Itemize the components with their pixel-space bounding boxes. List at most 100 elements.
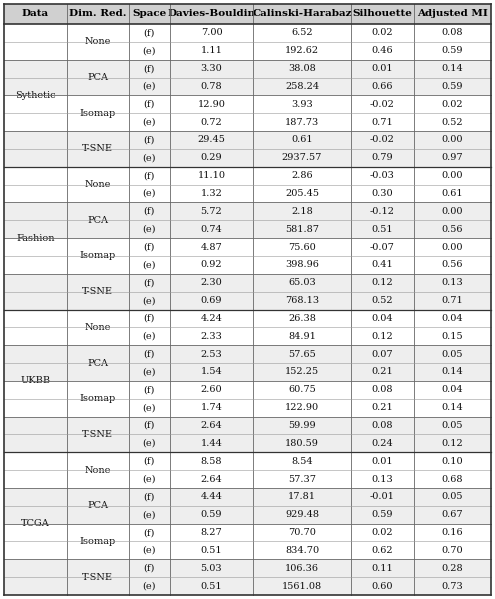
Text: 2.64: 2.64 <box>200 421 222 430</box>
Text: Davies-Bouldin: Davies-Bouldin <box>167 10 255 19</box>
Bar <box>4 149 491 167</box>
Text: None: None <box>85 180 111 189</box>
Text: (e): (e) <box>143 367 156 376</box>
Text: Isomap: Isomap <box>80 394 116 403</box>
Bar <box>4 4 491 24</box>
Text: 0.12: 0.12 <box>372 332 393 341</box>
Text: (e): (e) <box>143 117 156 126</box>
Text: 180.59: 180.59 <box>285 439 319 448</box>
Text: Isomap: Isomap <box>80 537 116 546</box>
Bar <box>4 363 491 381</box>
Text: (f): (f) <box>144 350 155 359</box>
Text: 0.59: 0.59 <box>372 510 393 519</box>
Text: Isomap: Isomap <box>80 109 116 118</box>
Text: -0.01: -0.01 <box>370 492 395 501</box>
Text: 398.96: 398.96 <box>285 261 319 270</box>
Text: 12.90: 12.90 <box>198 100 225 109</box>
Text: Isomap: Isomap <box>80 252 116 261</box>
Text: 0.15: 0.15 <box>442 332 463 341</box>
Bar <box>4 416 491 434</box>
Text: 0.00: 0.00 <box>442 171 463 180</box>
Text: (f): (f) <box>144 135 155 144</box>
Text: 0.56: 0.56 <box>442 261 463 270</box>
Text: (f): (f) <box>144 492 155 501</box>
Text: 7.00: 7.00 <box>200 28 222 37</box>
Bar <box>4 559 491 577</box>
Text: 57.65: 57.65 <box>288 350 316 359</box>
Text: -0.12: -0.12 <box>370 207 395 216</box>
Text: -0.03: -0.03 <box>370 171 395 180</box>
Text: 0.67: 0.67 <box>442 510 463 519</box>
Text: (e): (e) <box>143 261 156 270</box>
Text: 8.58: 8.58 <box>200 456 222 465</box>
Text: (e): (e) <box>143 439 156 448</box>
Bar <box>4 452 491 470</box>
Text: 0.60: 0.60 <box>372 582 393 591</box>
Text: 11.10: 11.10 <box>198 171 225 180</box>
Text: 0.12: 0.12 <box>372 278 393 288</box>
Bar <box>4 274 491 292</box>
Text: None: None <box>85 323 111 332</box>
Text: 0.00: 0.00 <box>442 243 463 252</box>
Text: 0.11: 0.11 <box>372 564 393 573</box>
Text: PCA: PCA <box>88 216 108 225</box>
Text: 0.04: 0.04 <box>442 385 463 394</box>
Text: 0.71: 0.71 <box>442 296 463 305</box>
Text: 0.04: 0.04 <box>372 314 393 323</box>
Text: 0.14: 0.14 <box>442 64 463 73</box>
Text: (f): (f) <box>144 278 155 288</box>
Text: 0.73: 0.73 <box>442 582 463 591</box>
Text: 0.59: 0.59 <box>200 510 222 519</box>
Text: 8.54: 8.54 <box>291 456 313 465</box>
Text: 0.97: 0.97 <box>442 153 463 162</box>
Text: 0.01: 0.01 <box>372 456 393 465</box>
Text: 0.14: 0.14 <box>442 367 463 376</box>
Text: 0.59: 0.59 <box>442 46 463 55</box>
Text: (f): (f) <box>144 100 155 109</box>
Bar <box>4 77 491 95</box>
Text: 0.79: 0.79 <box>372 153 393 162</box>
Bar <box>4 167 491 184</box>
Text: 258.24: 258.24 <box>285 82 319 91</box>
Text: 0.72: 0.72 <box>200 117 222 126</box>
Text: 0.05: 0.05 <box>442 421 463 430</box>
Text: 0.00: 0.00 <box>442 207 463 216</box>
Text: (e): (e) <box>143 225 156 234</box>
Text: 65.03: 65.03 <box>288 278 316 288</box>
Text: 5.72: 5.72 <box>200 207 222 216</box>
Bar <box>4 42 491 60</box>
Text: (e): (e) <box>143 153 156 162</box>
Text: 0.51: 0.51 <box>372 225 393 234</box>
Text: 122.90: 122.90 <box>285 403 319 412</box>
Text: 0.10: 0.10 <box>442 456 463 465</box>
Text: 59.99: 59.99 <box>288 421 316 430</box>
Text: 0.52: 0.52 <box>442 117 463 126</box>
Text: 0.13: 0.13 <box>442 278 463 288</box>
Text: 0.08: 0.08 <box>372 421 393 430</box>
Text: 1.44: 1.44 <box>200 439 222 448</box>
Text: (f): (f) <box>144 385 155 394</box>
Text: 0.62: 0.62 <box>372 546 393 555</box>
Text: (f): (f) <box>144 28 155 37</box>
Text: T-SNE: T-SNE <box>82 430 113 439</box>
Text: 0.05: 0.05 <box>442 492 463 501</box>
Text: 0.66: 0.66 <box>372 82 393 91</box>
Text: 4.87: 4.87 <box>200 243 222 252</box>
Bar <box>4 292 491 310</box>
Text: 0.21: 0.21 <box>372 403 393 412</box>
Text: 0.28: 0.28 <box>442 564 463 573</box>
Text: 2.60: 2.60 <box>200 385 222 394</box>
Text: 0.16: 0.16 <box>442 528 463 537</box>
Bar <box>4 202 491 220</box>
Text: (e): (e) <box>143 403 156 412</box>
Text: 0.04: 0.04 <box>442 314 463 323</box>
Text: (f): (f) <box>144 64 155 73</box>
Text: (f): (f) <box>144 528 155 537</box>
Bar <box>4 24 491 42</box>
Text: (f): (f) <box>144 207 155 216</box>
Text: 0.01: 0.01 <box>372 64 393 73</box>
Text: 3.30: 3.30 <box>200 64 222 73</box>
Text: 29.45: 29.45 <box>198 135 225 144</box>
Text: 17.81: 17.81 <box>288 492 316 501</box>
Text: 1.11: 1.11 <box>200 46 222 55</box>
